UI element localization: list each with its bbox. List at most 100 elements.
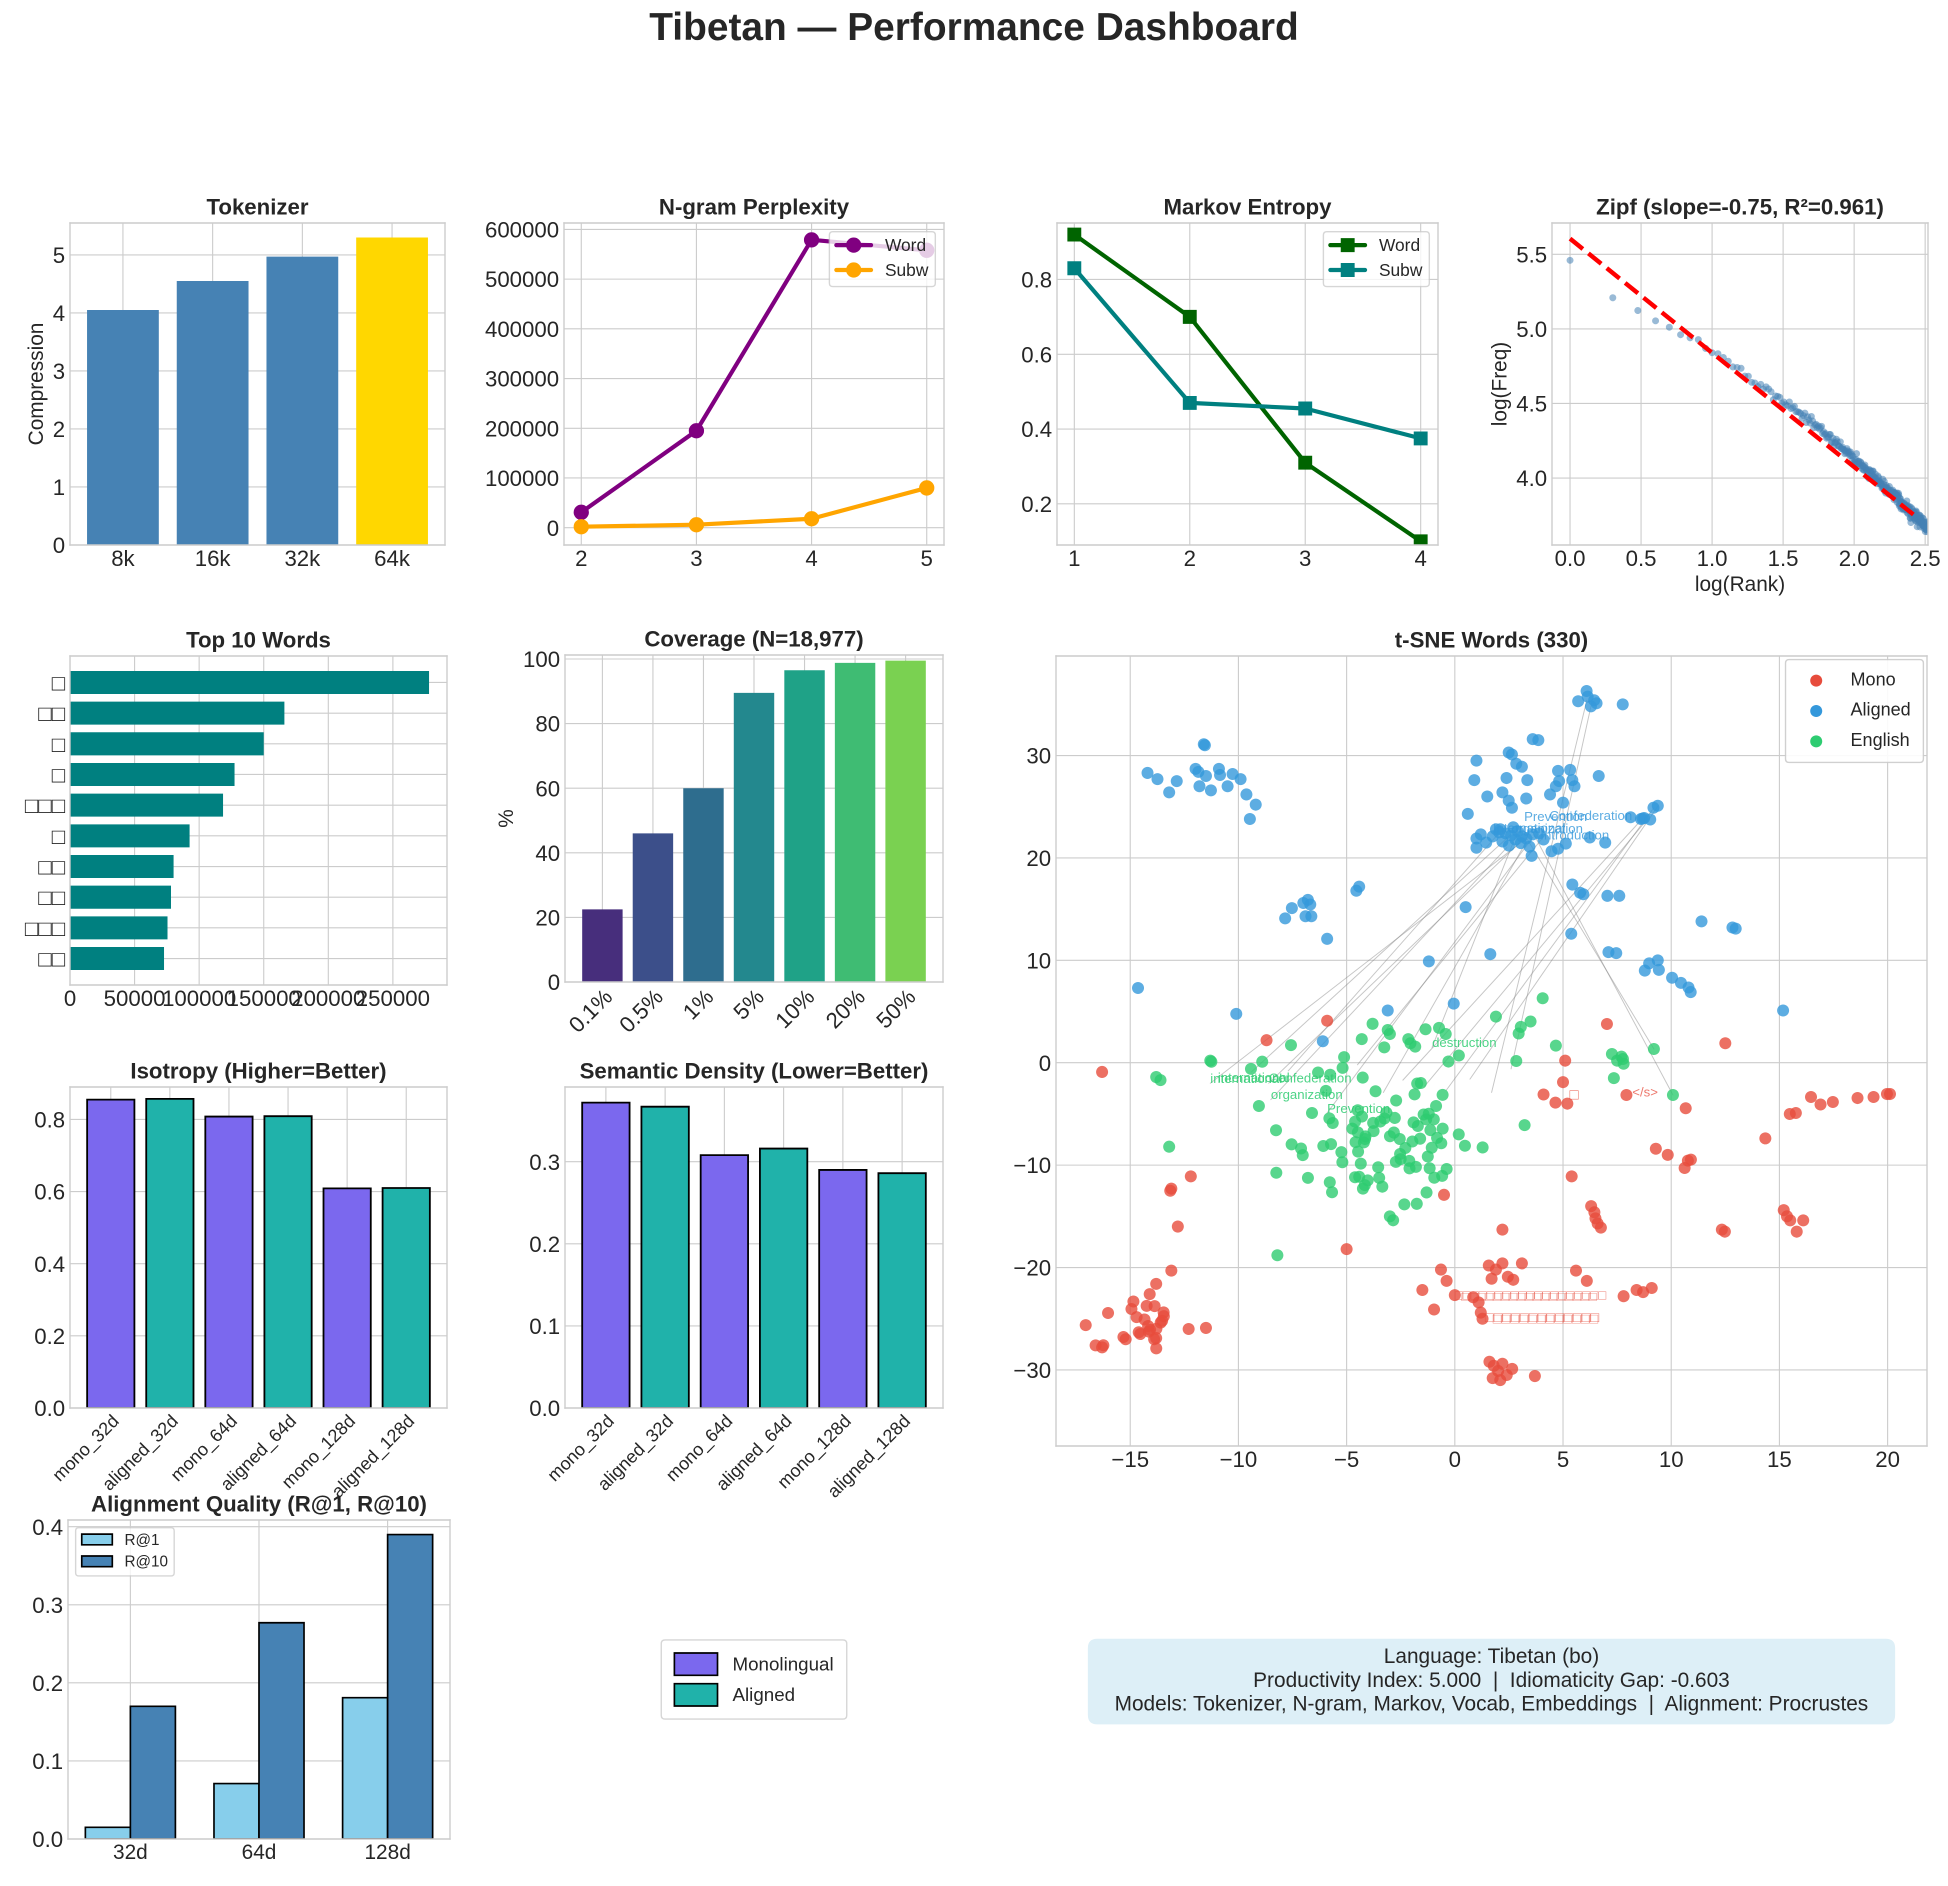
svg-text:N-gram Perplexity: N-gram Perplexity bbox=[659, 195, 850, 220]
svg-text:100000: 100000 bbox=[162, 986, 236, 1011]
svg-text:4: 4 bbox=[53, 301, 65, 326]
svg-text:Markov Entropy: Markov Entropy bbox=[1164, 195, 1333, 220]
svg-text:20: 20 bbox=[1875, 1447, 1900, 1472]
svg-text:−15: −15 bbox=[1111, 1447, 1149, 1472]
svg-text:32k: 32k bbox=[284, 546, 321, 571]
svg-text:0.2: 0.2 bbox=[1021, 492, 1052, 517]
svg-text:0.5: 0.5 bbox=[1626, 546, 1657, 571]
svg-text:international: international bbox=[1210, 1071, 1282, 1086]
svg-text:Subw: Subw bbox=[1379, 260, 1423, 280]
svg-text:□□: □□ bbox=[38, 885, 65, 910]
svg-text:10: 10 bbox=[1026, 948, 1051, 973]
svg-text:100000: 100000 bbox=[485, 466, 559, 491]
svg-text:□□□: □□□ bbox=[25, 793, 66, 818]
svg-text:5: 5 bbox=[1557, 1447, 1569, 1472]
svg-text:60: 60 bbox=[535, 776, 560, 801]
svg-text:4: 4 bbox=[1415, 546, 1427, 571]
svg-text:0.0: 0.0 bbox=[1555, 546, 1586, 571]
svg-text:3: 3 bbox=[53, 359, 65, 384]
svg-text:64d: 64d bbox=[242, 1841, 277, 1864]
svg-text:2: 2 bbox=[53, 417, 65, 442]
svg-text:0.3: 0.3 bbox=[32, 1593, 63, 1618]
svg-text:−30: −30 bbox=[1013, 1358, 1051, 1383]
svg-text:0.1: 0.1 bbox=[529, 1314, 560, 1339]
svg-text:Zipf (slope=-0.75, R²=0.961): Zipf (slope=-0.75, R²=0.961) bbox=[1596, 195, 1884, 220]
svg-text:0.8: 0.8 bbox=[1021, 268, 1052, 293]
svg-text:Prevention: Prevention bbox=[1524, 809, 1587, 824]
svg-text:0.2: 0.2 bbox=[34, 1324, 65, 1349]
svg-text:□□□□□□□□□□□□: □□□□□□□□□□□□ bbox=[1493, 1311, 1599, 1327]
svg-text:5: 5 bbox=[921, 546, 933, 571]
svg-text:Mono: Mono bbox=[1851, 669, 1896, 689]
svg-text:R@1: R@1 bbox=[125, 1532, 160, 1549]
svg-text:−10: −10 bbox=[1220, 1447, 1258, 1472]
svg-text:log(Freq): log(Freq) bbox=[1488, 342, 1511, 426]
svg-text:8k: 8k bbox=[111, 546, 135, 571]
svg-text:Coverage (N=18,977): Coverage (N=18,977) bbox=[644, 627, 863, 652]
svg-text:International: International bbox=[1493, 820, 1566, 835]
svg-text:</s>: </s> bbox=[1632, 1085, 1658, 1100]
svg-text:0: 0 bbox=[64, 986, 76, 1011]
svg-text:Word: Word bbox=[1379, 235, 1420, 255]
svg-text:0.0: 0.0 bbox=[529, 1396, 560, 1421]
svg-text:0.8: 0.8 bbox=[34, 1108, 65, 1133]
svg-text:300000: 300000 bbox=[485, 367, 559, 392]
svg-text:0.4: 0.4 bbox=[34, 1252, 65, 1277]
svg-text:−5: −5 bbox=[1334, 1447, 1359, 1472]
svg-text:Isotropy (Higher=Better): Isotropy (Higher=Better) bbox=[130, 1059, 386, 1084]
svg-text:5.0: 5.0 bbox=[1516, 317, 1547, 342]
svg-text:200000: 200000 bbox=[291, 986, 365, 1011]
svg-text:Tokenizer: Tokenizer bbox=[206, 195, 308, 220]
svg-text:Tibetan — Performance Dashboar: Tibetan — Performance Dashboard bbox=[649, 6, 1299, 49]
svg-text:Aligned: Aligned bbox=[1851, 700, 1911, 720]
svg-text:organization: organization bbox=[1271, 1087, 1343, 1102]
svg-text:128d: 128d bbox=[364, 1841, 410, 1864]
svg-text:200000: 200000 bbox=[485, 416, 559, 441]
svg-text:0: 0 bbox=[547, 516, 559, 541]
svg-text:Compression: Compression bbox=[25, 323, 48, 446]
svg-text:□□: □□ bbox=[38, 701, 65, 726]
svg-text:4.0: 4.0 bbox=[1516, 466, 1547, 491]
svg-text:80: 80 bbox=[535, 712, 560, 737]
svg-text:□: □ bbox=[52, 732, 66, 757]
svg-text:600000: 600000 bbox=[485, 217, 559, 242]
svg-text:international: international bbox=[1218, 1070, 1290, 1085]
svg-text:□□□□□□□□□□□□□□□□□□□: □□□□□□□□□□□□□□□□□□□ bbox=[1455, 1287, 1606, 1302]
svg-text:□: □ bbox=[52, 763, 66, 788]
svg-text:250000: 250000 bbox=[356, 986, 430, 1011]
svg-text:0.6: 0.6 bbox=[1021, 342, 1052, 367]
svg-text:0.0: 0.0 bbox=[32, 1827, 63, 1852]
svg-text:5: 5 bbox=[53, 243, 65, 268]
svg-text:4: 4 bbox=[805, 546, 817, 571]
svg-text:−20: −20 bbox=[1013, 1256, 1051, 1281]
svg-text:t-SNE Words (330): t-SNE Words (330) bbox=[1395, 628, 1588, 653]
svg-text:Monolingual: Monolingual bbox=[733, 1653, 834, 1674]
svg-text:10: 10 bbox=[1659, 1447, 1684, 1472]
svg-text:0.3: 0.3 bbox=[529, 1150, 560, 1175]
svg-text:50000: 50000 bbox=[104, 986, 166, 1011]
svg-text:2.5: 2.5 bbox=[1910, 546, 1941, 571]
svg-text:16k: 16k bbox=[195, 546, 232, 571]
svg-text:destruction: destruction bbox=[1432, 1035, 1497, 1050]
svg-text:Models: Tokenizer, N-gram, Mar: Models: Tokenizer, N-gram, Markov, Vocab… bbox=[1097, 1693, 1885, 1716]
svg-text:−10: −10 bbox=[1013, 1153, 1051, 1178]
svg-text:Confederation: Confederation bbox=[1549, 808, 1632, 823]
svg-text:Language: Tibetan (bo): Language: Tibetan (bo) bbox=[1384, 1645, 1599, 1668]
svg-text:□□□□□□□□□□□□□□□□□: □□□□□□□□□□□□□□□□□ bbox=[1461, 1289, 1596, 1304]
svg-text:2.0: 2.0 bbox=[1839, 546, 1870, 571]
svg-text:0.1: 0.1 bbox=[32, 1749, 63, 1774]
svg-text:Top 10 Words: Top 10 Words bbox=[186, 628, 331, 653]
svg-text:20: 20 bbox=[535, 905, 560, 930]
svg-text:Introduction: Introduction bbox=[1540, 827, 1609, 842]
svg-text:□□: □□ bbox=[38, 855, 65, 880]
svg-text:Alignment Quality (R@1, R@10): Alignment Quality (R@1, R@10) bbox=[91, 1492, 427, 1517]
svg-text:150000: 150000 bbox=[227, 986, 301, 1011]
svg-text:□□□□□□□□□□□□□: □□□□□□□□□□□□□ bbox=[1485, 1310, 1600, 1326]
svg-text:□: □ bbox=[1570, 1087, 1579, 1104]
svg-text:English: English bbox=[1851, 730, 1910, 750]
svg-text:0: 0 bbox=[53, 533, 65, 558]
svg-text:32d: 32d bbox=[113, 1841, 148, 1864]
svg-text:organization: organization bbox=[1511, 821, 1583, 836]
svg-text:400000: 400000 bbox=[485, 317, 559, 342]
svg-text:Confederation: Confederation bbox=[1269, 1071, 1352, 1086]
